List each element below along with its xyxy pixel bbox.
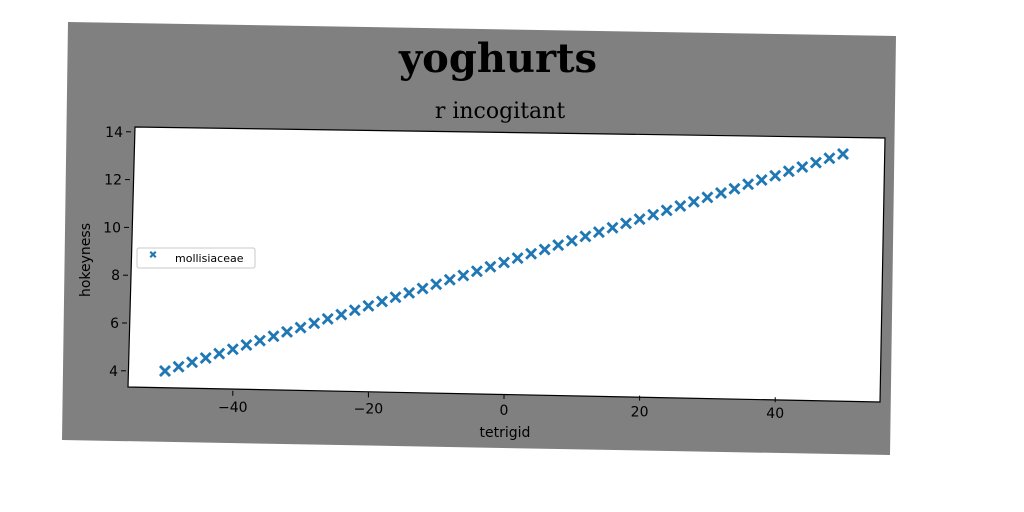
data-point (565, 234, 578, 247)
data-point (457, 269, 470, 282)
data-point (823, 152, 836, 165)
y-tick-label: 14 (105, 125, 123, 141)
data-point (308, 317, 321, 330)
data-point (809, 156, 822, 169)
data-point (226, 343, 239, 356)
data-point (253, 334, 266, 347)
legend-box (136, 247, 256, 269)
data-point (348, 304, 361, 317)
chart-title: yoghurts (398, 35, 597, 82)
chart-subtitle: r incogitant (435, 99, 566, 124)
data-point (376, 295, 388, 308)
y-tick-label: 10 (103, 220, 121, 236)
data-points (159, 148, 849, 377)
data-point (742, 178, 755, 191)
legend-label: mollisiaceae (175, 252, 244, 265)
data-point (620, 217, 632, 230)
data-point (525, 247, 538, 260)
data-point (606, 221, 619, 234)
y-tick-label: 12 (104, 173, 122, 189)
data-point (579, 230, 592, 243)
x-tick-label: 20 (631, 405, 649, 421)
data-point (416, 282, 429, 295)
data-point (267, 330, 280, 343)
x-tick-label: −40 (218, 400, 248, 416)
data-point (755, 174, 768, 186)
data-point (484, 260, 497, 273)
data-point (592, 226, 605, 239)
y-tick-label: 6 (110, 316, 119, 332)
data-point (511, 252, 524, 265)
x-tick-label: 40 (766, 406, 784, 422)
axis-ticks: −40 −20 0 20 40 4 6 8 10 12 14 (103, 125, 784, 422)
data-point (796, 161, 809, 173)
data-point (715, 187, 727, 199)
y-tick-label: 8 (111, 268, 120, 284)
data-point (728, 182, 741, 195)
data-point (687, 195, 700, 208)
data-point (782, 165, 795, 178)
data-point (159, 365, 171, 377)
data-point (240, 339, 253, 351)
data-point (701, 191, 714, 204)
data-point (552, 239, 565, 252)
y-tick-label: 4 (109, 364, 118, 380)
data-point (470, 265, 483, 278)
data-point (633, 213, 646, 226)
data-point (389, 291, 402, 304)
legend: mollisiaceae (136, 247, 256, 269)
data-point (199, 352, 212, 364)
data-point (430, 278, 443, 291)
data-point (660, 204, 673, 217)
data-point (294, 321, 307, 334)
data-point (769, 169, 782, 182)
data-point (335, 308, 348, 321)
x-tick-label: −20 (354, 401, 384, 417)
y-axis-label: hokeyness (78, 223, 94, 297)
x-axis-label: tetrigid (480, 425, 531, 441)
data-point (403, 286, 416, 299)
data-point (321, 312, 334, 325)
data-point (172, 360, 185, 373)
data-point (186, 356, 199, 369)
data-point (674, 200, 687, 212)
data-point (362, 299, 375, 312)
data-point (281, 325, 293, 338)
data-point (538, 243, 551, 256)
data-point (837, 148, 849, 160)
data-point (443, 273, 456, 286)
legend-marker (149, 251, 157, 258)
x-tick-label: 0 (500, 403, 509, 419)
data-point (213, 347, 226, 360)
data-point (498, 256, 510, 269)
data-point (647, 208, 660, 221)
